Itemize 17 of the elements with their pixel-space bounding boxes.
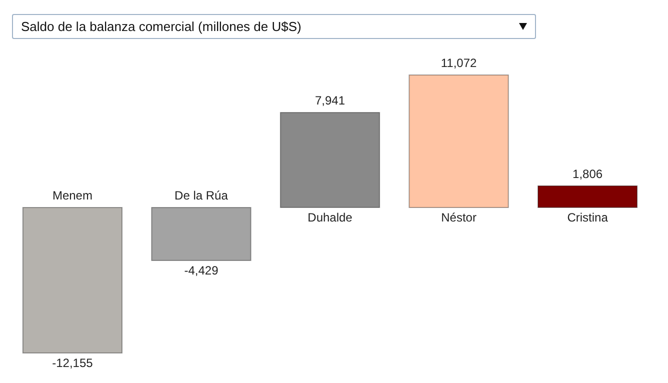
x-tick-label: Néstor <box>441 210 476 225</box>
bar <box>151 207 252 262</box>
x-tick-label: Cristina <box>567 210 608 225</box>
x-tick-label: De la Rúa <box>174 188 228 203</box>
data-label: -12,155 <box>52 356 94 370</box>
data-label: 7,941 <box>314 93 346 108</box>
bar <box>408 74 509 208</box>
data-label: 11,072 <box>440 56 478 70</box>
x-tick-label: Menem <box>52 188 92 203</box>
bar <box>537 185 638 208</box>
x-tick-label: Duhalde <box>308 210 353 225</box>
data-label: -4,429 <box>184 264 219 278</box>
data-label: 1,806 <box>572 166 603 181</box>
bar <box>280 112 380 208</box>
bar <box>22 207 123 354</box>
dropdown-field: Saldo de la balanza comercial (millones de U$S) <box>12 14 536 39</box>
chart-title: Saldo de la balanza comercial (millones de U$S) <box>21 19 302 34</box>
